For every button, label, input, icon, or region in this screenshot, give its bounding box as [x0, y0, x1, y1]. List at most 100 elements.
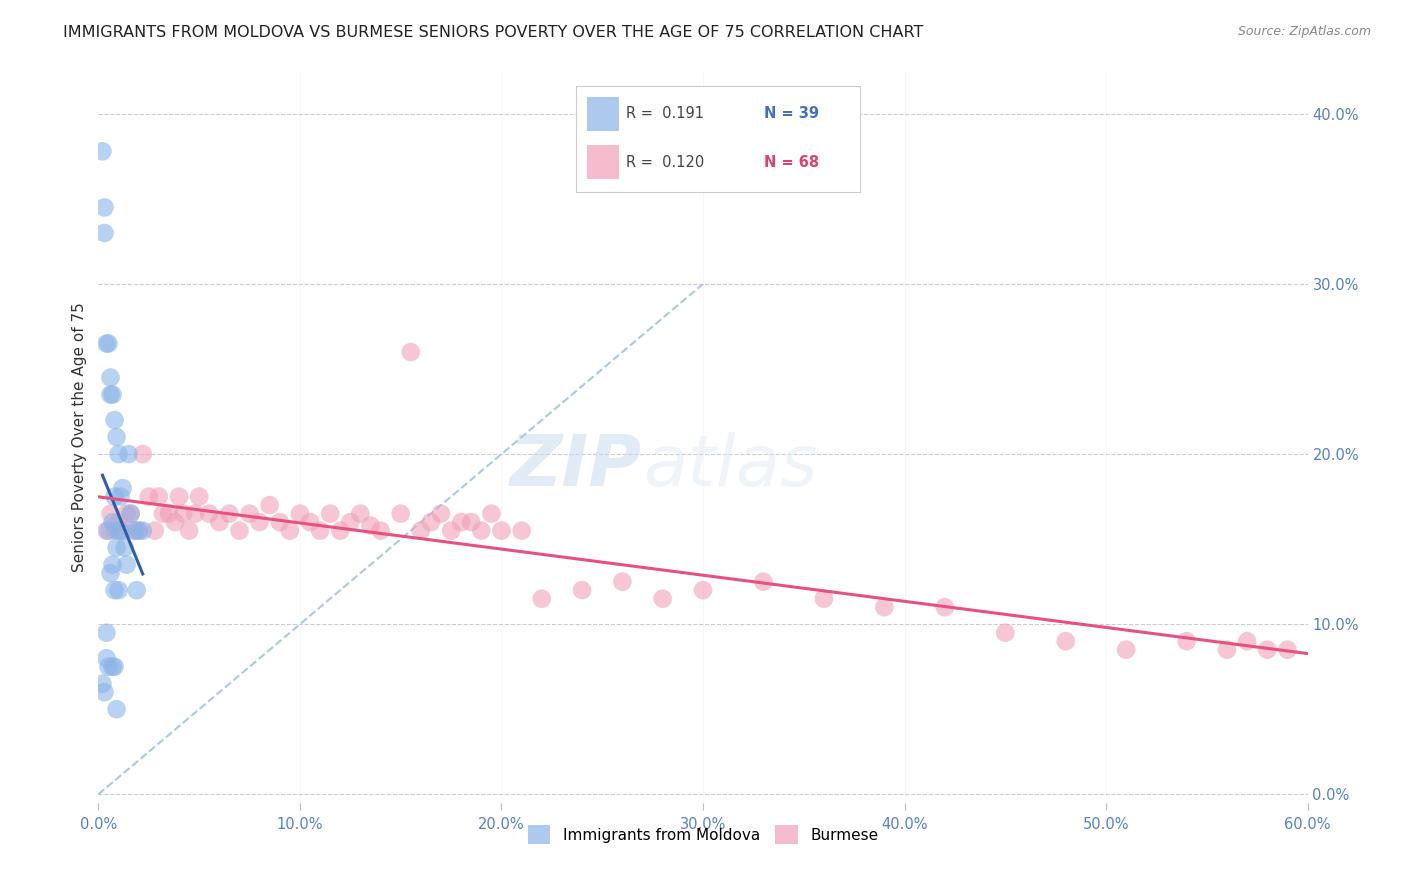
- Point: [101, 558, 124, 572]
- Point: [269, 515, 291, 529]
- Point: [278, 524, 301, 538]
- Point: [288, 507, 311, 521]
- Point: [125, 583, 148, 598]
- Point: [100, 507, 122, 521]
- Text: Source: ZipAtlas.com: Source: ZipAtlas.com: [1237, 25, 1371, 38]
- Point: [115, 558, 138, 572]
- Point: [152, 507, 174, 521]
- Point: [148, 490, 170, 504]
- Point: [651, 591, 673, 606]
- Point: [101, 659, 124, 673]
- Point: [105, 702, 128, 716]
- Point: [91, 677, 114, 691]
- Point: [103, 490, 125, 504]
- Point: [491, 524, 513, 538]
- Point: [105, 541, 128, 555]
- Point: [184, 507, 207, 521]
- Point: [124, 524, 146, 538]
- Point: [97, 659, 120, 673]
- Point: [188, 490, 211, 504]
- Point: [1115, 642, 1137, 657]
- Point: [994, 625, 1017, 640]
- Point: [143, 524, 166, 538]
- Point: [111, 481, 134, 495]
- Point: [370, 524, 392, 538]
- Point: [752, 574, 775, 589]
- Point: [399, 345, 422, 359]
- Point: [120, 507, 142, 521]
- Point: [96, 651, 118, 665]
- Point: [100, 370, 122, 384]
- Point: [339, 515, 361, 529]
- Point: [128, 524, 150, 538]
- Legend: Immigrants from Moldova, Burmese: Immigrants from Moldova, Burmese: [522, 819, 884, 850]
- Point: [440, 524, 463, 538]
- Point: [1236, 634, 1258, 648]
- Point: [128, 524, 150, 538]
- Point: [179, 524, 201, 538]
- Point: [157, 507, 180, 521]
- Point: [97, 524, 120, 538]
- Y-axis label: Seniors Poverty Over the Age of 75: Seniors Poverty Over the Age of 75: [72, 302, 87, 572]
- Point: [132, 524, 155, 538]
- Point: [103, 413, 125, 427]
- Point: [873, 600, 896, 615]
- Point: [114, 541, 136, 555]
- Point: [389, 507, 412, 521]
- Point: [450, 515, 472, 529]
- Point: [218, 507, 240, 521]
- Point: [93, 201, 115, 215]
- Point: [360, 518, 382, 533]
- Point: [430, 507, 453, 521]
- Point: [259, 498, 281, 512]
- Point: [96, 625, 118, 640]
- Point: [107, 524, 129, 538]
- Point: [107, 515, 129, 529]
- Text: IMMIGRANTS FROM MOLDOVA VS BURMESE SENIORS POVERTY OVER THE AGE OF 75 CORRELATIO: IMMIGRANTS FROM MOLDOVA VS BURMESE SENIO…: [63, 25, 924, 40]
- Point: [107, 447, 129, 461]
- Point: [101, 515, 124, 529]
- Point: [692, 583, 714, 598]
- Point: [420, 515, 443, 529]
- Point: [100, 566, 122, 581]
- Point: [228, 524, 250, 538]
- Point: [97, 336, 120, 351]
- Point: [612, 574, 634, 589]
- Point: [249, 515, 271, 529]
- Point: [93, 685, 115, 699]
- Point: [167, 490, 190, 504]
- Point: [118, 447, 141, 461]
- Point: [1175, 634, 1198, 648]
- Point: [319, 507, 342, 521]
- Point: [100, 387, 122, 401]
- Point: [239, 507, 262, 521]
- Point: [132, 447, 155, 461]
- Point: [103, 659, 125, 673]
- Point: [103, 524, 125, 538]
- Point: [299, 515, 322, 529]
- Point: [510, 524, 533, 538]
- Point: [934, 600, 956, 615]
- Point: [110, 490, 132, 504]
- Point: [470, 524, 492, 538]
- Point: [120, 507, 142, 521]
- Point: [101, 387, 124, 401]
- Point: [103, 583, 125, 598]
- Point: [107, 583, 129, 598]
- Point: [96, 336, 118, 351]
- Point: [91, 145, 114, 159]
- Point: [124, 524, 146, 538]
- Point: [309, 524, 332, 538]
- Point: [530, 591, 553, 606]
- Point: [460, 515, 482, 529]
- Point: [1216, 642, 1239, 657]
- Point: [96, 524, 118, 538]
- Point: [172, 507, 194, 521]
- Point: [481, 507, 503, 521]
- Point: [1256, 642, 1278, 657]
- Point: [1054, 634, 1077, 648]
- Text: ZIP: ZIP: [510, 432, 643, 500]
- Point: [111, 524, 134, 538]
- Point: [138, 490, 160, 504]
- Text: atlas: atlas: [643, 432, 817, 500]
